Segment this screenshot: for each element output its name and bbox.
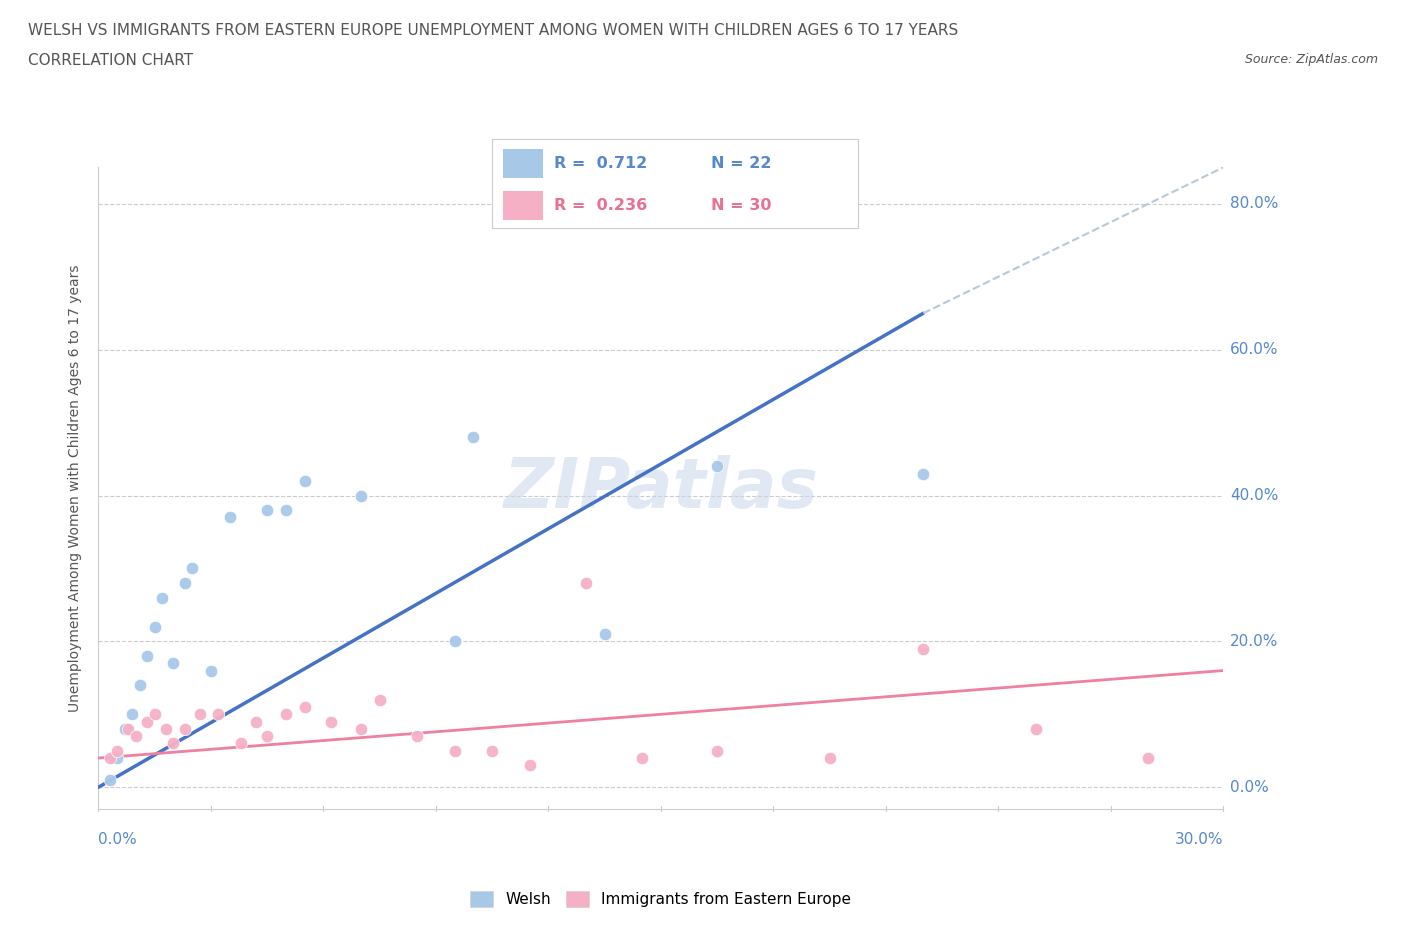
Point — [631, 751, 654, 765]
Point — [188, 707, 211, 722]
Point — [1025, 722, 1047, 737]
Point — [575, 576, 598, 591]
Point — [105, 743, 128, 758]
Y-axis label: Unemployment Among Women with Children Ages 6 to 17 years: Unemployment Among Women with Children A… — [69, 264, 83, 712]
Point — [406, 729, 429, 744]
Point — [274, 503, 297, 518]
Text: N = 22: N = 22 — [711, 156, 772, 171]
Point — [136, 714, 159, 729]
Point — [912, 642, 935, 657]
Point — [136, 648, 159, 663]
Point — [706, 458, 728, 473]
Text: 40.0%: 40.0% — [1230, 488, 1278, 503]
Point — [519, 758, 541, 773]
Legend: Welsh, Immigrants from Eastern Europe: Welsh, Immigrants from Eastern Europe — [464, 884, 858, 913]
Point — [117, 722, 139, 737]
Point — [818, 751, 841, 765]
Point — [245, 714, 267, 729]
Text: 30.0%: 30.0% — [1175, 832, 1223, 847]
Point — [173, 576, 195, 591]
Point — [1137, 751, 1160, 765]
Point — [443, 634, 465, 649]
Point — [125, 729, 148, 744]
Point — [256, 729, 278, 744]
Point — [294, 699, 316, 714]
Point — [207, 707, 229, 722]
Text: ZIPatlas: ZIPatlas — [503, 455, 818, 522]
Text: N = 30: N = 30 — [711, 198, 772, 213]
Point — [706, 743, 728, 758]
Point — [143, 707, 166, 722]
Text: 20.0%: 20.0% — [1230, 634, 1278, 649]
Point — [98, 751, 121, 765]
Text: 80.0%: 80.0% — [1230, 196, 1278, 211]
Point — [294, 473, 316, 488]
Point — [274, 707, 297, 722]
Point — [593, 627, 616, 642]
Point — [319, 714, 342, 729]
Point — [463, 430, 485, 445]
Point — [229, 736, 252, 751]
Point — [105, 751, 128, 765]
Point — [912, 466, 935, 481]
Point — [162, 656, 184, 671]
Point — [481, 743, 503, 758]
Text: R =  0.712: R = 0.712 — [554, 156, 648, 171]
Point — [150, 591, 173, 605]
Point — [173, 722, 195, 737]
Text: 60.0%: 60.0% — [1230, 342, 1278, 357]
Text: 0.0%: 0.0% — [98, 832, 138, 847]
Point — [114, 722, 136, 737]
Text: WELSH VS IMMIGRANTS FROM EASTERN EUROPE UNEMPLOYMENT AMONG WOMEN WITH CHILDREN A: WELSH VS IMMIGRANTS FROM EASTERN EUROPE … — [28, 23, 959, 38]
Point — [143, 619, 166, 634]
FancyBboxPatch shape — [503, 191, 543, 219]
Point — [181, 561, 204, 576]
Point — [368, 692, 391, 707]
Text: Source: ZipAtlas.com: Source: ZipAtlas.com — [1244, 53, 1378, 66]
Point — [256, 503, 278, 518]
Text: R =  0.236: R = 0.236 — [554, 198, 648, 213]
Point — [155, 722, 177, 737]
Point — [200, 663, 222, 678]
FancyBboxPatch shape — [503, 149, 543, 179]
Point — [162, 736, 184, 751]
Text: CORRELATION CHART: CORRELATION CHART — [28, 53, 193, 68]
Point — [443, 743, 465, 758]
Point — [121, 707, 143, 722]
Point — [128, 678, 150, 693]
Point — [350, 722, 373, 737]
Text: 0.0%: 0.0% — [1230, 779, 1270, 795]
Point — [350, 488, 373, 503]
Point — [218, 510, 240, 525]
Point — [98, 773, 121, 788]
